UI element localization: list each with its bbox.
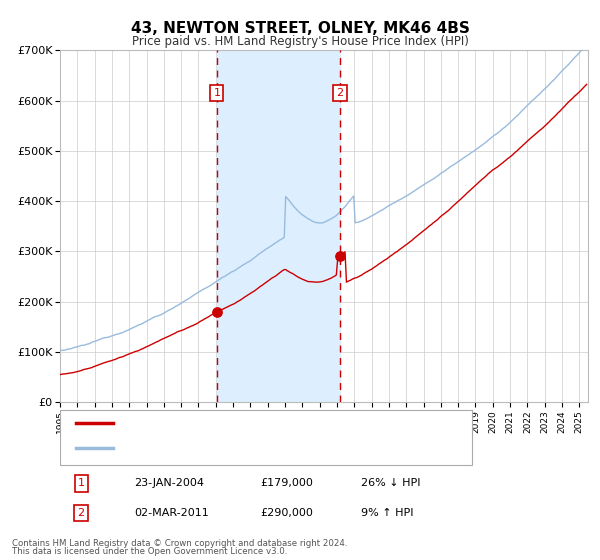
- Text: 26% ↓ HPI: 26% ↓ HPI: [361, 478, 421, 488]
- Point: [212, 308, 221, 317]
- Text: Contains HM Land Registry data © Crown copyright and database right 2024.: Contains HM Land Registry data © Crown c…: [12, 539, 347, 548]
- Text: £179,000: £179,000: [260, 478, 314, 488]
- Point: [335, 252, 345, 261]
- Text: 1: 1: [77, 478, 85, 488]
- Text: This data is licensed under the Open Government Licence v3.0.: This data is licensed under the Open Gov…: [12, 548, 287, 557]
- Text: £290,000: £290,000: [260, 508, 314, 518]
- Text: Price paid vs. HM Land Registry's House Price Index (HPI): Price paid vs. HM Land Registry's House …: [131, 35, 469, 48]
- Text: HPI: Average price, detached house, Milton Keynes: HPI: Average price, detached house, Milt…: [124, 444, 402, 453]
- Bar: [217, 50, 340, 402]
- FancyBboxPatch shape: [60, 410, 472, 465]
- Text: 43, NEWTON STREET, OLNEY, MK46 4BS: 43, NEWTON STREET, OLNEY, MK46 4BS: [131, 21, 469, 36]
- Text: 43, NEWTON STREET, OLNEY, MK46 4BS (detached house): 43, NEWTON STREET, OLNEY, MK46 4BS (deta…: [124, 418, 443, 428]
- Text: 1: 1: [214, 87, 220, 97]
- Text: 02-MAR-2011: 02-MAR-2011: [134, 508, 209, 518]
- Text: 2: 2: [337, 87, 343, 97]
- Text: 2: 2: [77, 508, 85, 518]
- Text: 23-JAN-2004: 23-JAN-2004: [134, 478, 204, 488]
- Text: 9% ↑ HPI: 9% ↑ HPI: [361, 508, 413, 518]
